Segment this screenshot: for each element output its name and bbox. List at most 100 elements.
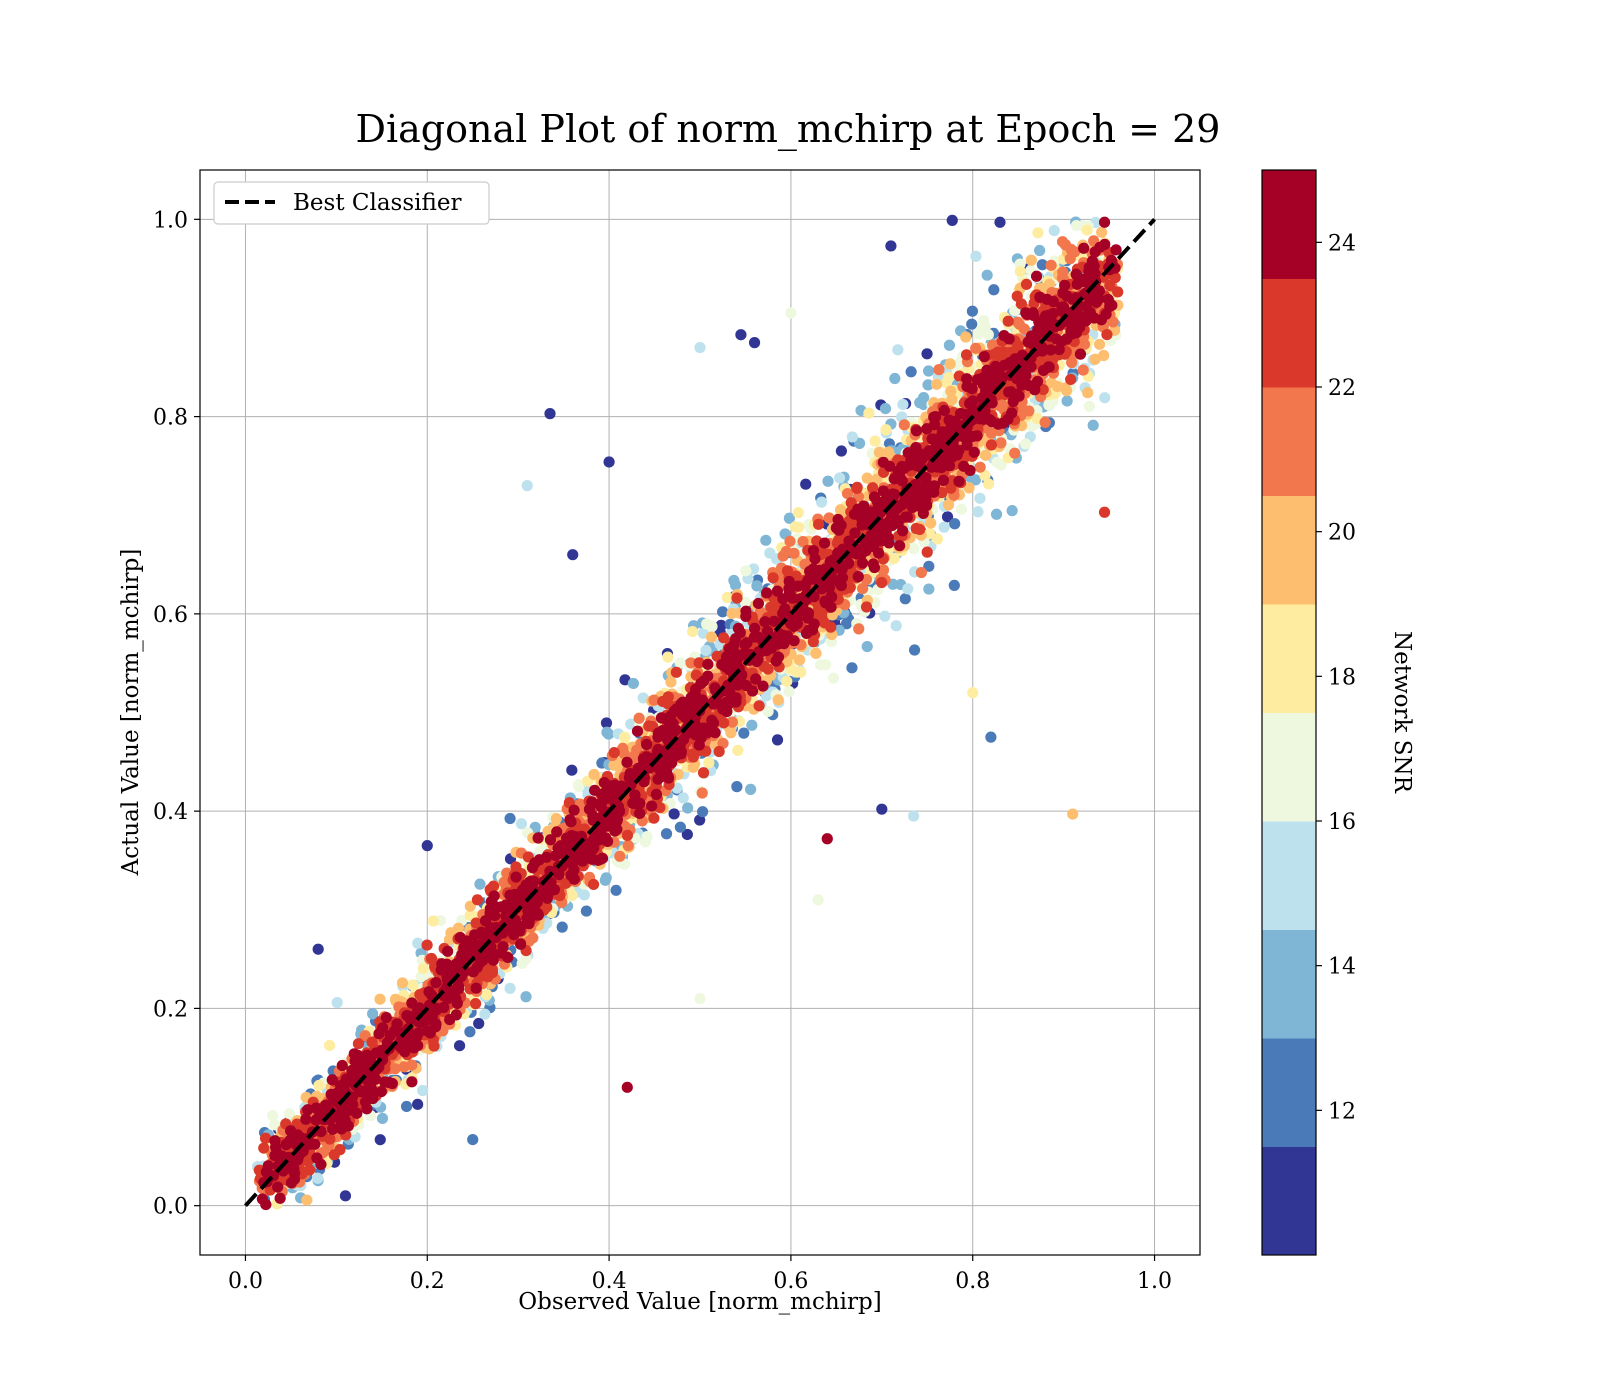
scatter-point	[1020, 438, 1032, 450]
scatter-point	[1048, 224, 1060, 237]
scatter-point	[1065, 373, 1077, 386]
scatter-point	[944, 358, 956, 370]
scatter-point	[1082, 387, 1094, 399]
scatter-point	[739, 596, 751, 608]
scatter-point	[946, 394, 958, 406]
scatter-point	[788, 547, 800, 559]
scatter-point	[677, 792, 689, 804]
scatter-point	[943, 371, 955, 383]
scatter-point	[334, 1144, 346, 1156]
scatter-point	[682, 802, 694, 814]
scatter-point	[974, 492, 986, 504]
scatter-point	[791, 666, 803, 678]
scatter-point	[718, 632, 730, 644]
scatter-point	[556, 921, 568, 933]
scatter-point	[1039, 416, 1051, 428]
scatter-point	[283, 1108, 296, 1120]
scatter-point	[520, 991, 532, 1003]
scatter-point	[515, 818, 528, 830]
scatter-point	[504, 812, 516, 825]
scatter-point	[1020, 278, 1033, 290]
scatter-point	[738, 727, 750, 739]
scatter-point	[600, 872, 612, 884]
scatter-point	[700, 644, 712, 657]
scatter-point	[879, 610, 891, 622]
scatter-point	[352, 1038, 365, 1050]
scatter-point	[960, 349, 973, 361]
scatter-point	[660, 828, 673, 840]
scatter-point	[800, 478, 812, 490]
scatter-point	[762, 705, 774, 717]
scatter-point	[990, 508, 1003, 520]
scatter-point	[1093, 338, 1106, 350]
scatter-point	[923, 560, 935, 572]
scatter-point	[427, 915, 439, 927]
scatter-point	[879, 402, 892, 415]
scatter-point	[622, 839, 634, 852]
scatter-point	[1023, 405, 1035, 417]
scatter-point	[721, 591, 733, 604]
scatter-point	[670, 666, 682, 678]
scatter-point	[302, 1155, 314, 1167]
scatter-point	[731, 781, 743, 793]
scatter-point	[504, 982, 516, 994]
scatter-point	[915, 566, 927, 579]
scatter-point	[421, 939, 433, 951]
scatter-point	[863, 407, 875, 419]
scatter-point	[981, 269, 993, 281]
scatter-point	[417, 962, 429, 975]
scatter-point	[861, 472, 873, 484]
scatter-point	[1009, 447, 1021, 459]
scatter-point	[619, 674, 631, 686]
scatter-point	[765, 601, 777, 613]
scatter-point	[1107, 316, 1119, 328]
scatter-point	[566, 889, 578, 902]
scatter-point	[668, 808, 680, 820]
scatter-point	[1070, 219, 1083, 232]
scatter-point	[726, 716, 739, 728]
scatter-point	[687, 751, 699, 763]
scatter-point	[464, 909, 476, 922]
scatter-point	[469, 998, 482, 1010]
scatter-point	[995, 437, 1007, 449]
scatter-point	[1101, 328, 1113, 341]
scatter-point	[985, 427, 997, 439]
scatter-point	[794, 654, 806, 666]
scatter-point	[822, 475, 834, 487]
scatter-point	[966, 318, 978, 330]
scatter-point	[1098, 349, 1110, 362]
scatter-point	[988, 284, 1000, 296]
scatter-point	[1077, 364, 1089, 376]
scatter-point	[980, 449, 992, 461]
scatter-point	[331, 997, 343, 1009]
scatter-point	[1081, 224, 1093, 236]
scatter-point	[412, 937, 424, 949]
scatter-point	[851, 482, 863, 494]
scatter-point	[924, 528, 936, 540]
scatter-point	[812, 518, 825, 530]
scatter-point	[648, 694, 660, 706]
scatter-point	[760, 534, 772, 546]
scatter-point	[703, 757, 715, 769]
scatter-point	[471, 894, 484, 906]
scatter-point	[1012, 316, 1024, 328]
scatter-point	[931, 378, 943, 390]
scatter-point	[1083, 400, 1096, 412]
scatter-point	[902, 583, 914, 595]
scatter-point	[869, 435, 881, 447]
scatter-point	[1056, 236, 1069, 248]
scatter-point	[880, 424, 892, 436]
scatter-point	[974, 461, 986, 473]
scatter-point	[963, 482, 975, 494]
scatter-point	[889, 372, 901, 385]
scatter-point	[1036, 259, 1048, 271]
scatter-point	[789, 521, 801, 533]
scatter-point	[1034, 244, 1046, 257]
scatter-point	[627, 677, 639, 690]
scatter-point	[516, 957, 528, 970]
scatter-point	[764, 547, 776, 559]
scatter-point	[374, 1134, 386, 1146]
scatter-point	[783, 685, 795, 698]
scatter-point	[665, 676, 677, 688]
scatter-point	[861, 640, 873, 653]
